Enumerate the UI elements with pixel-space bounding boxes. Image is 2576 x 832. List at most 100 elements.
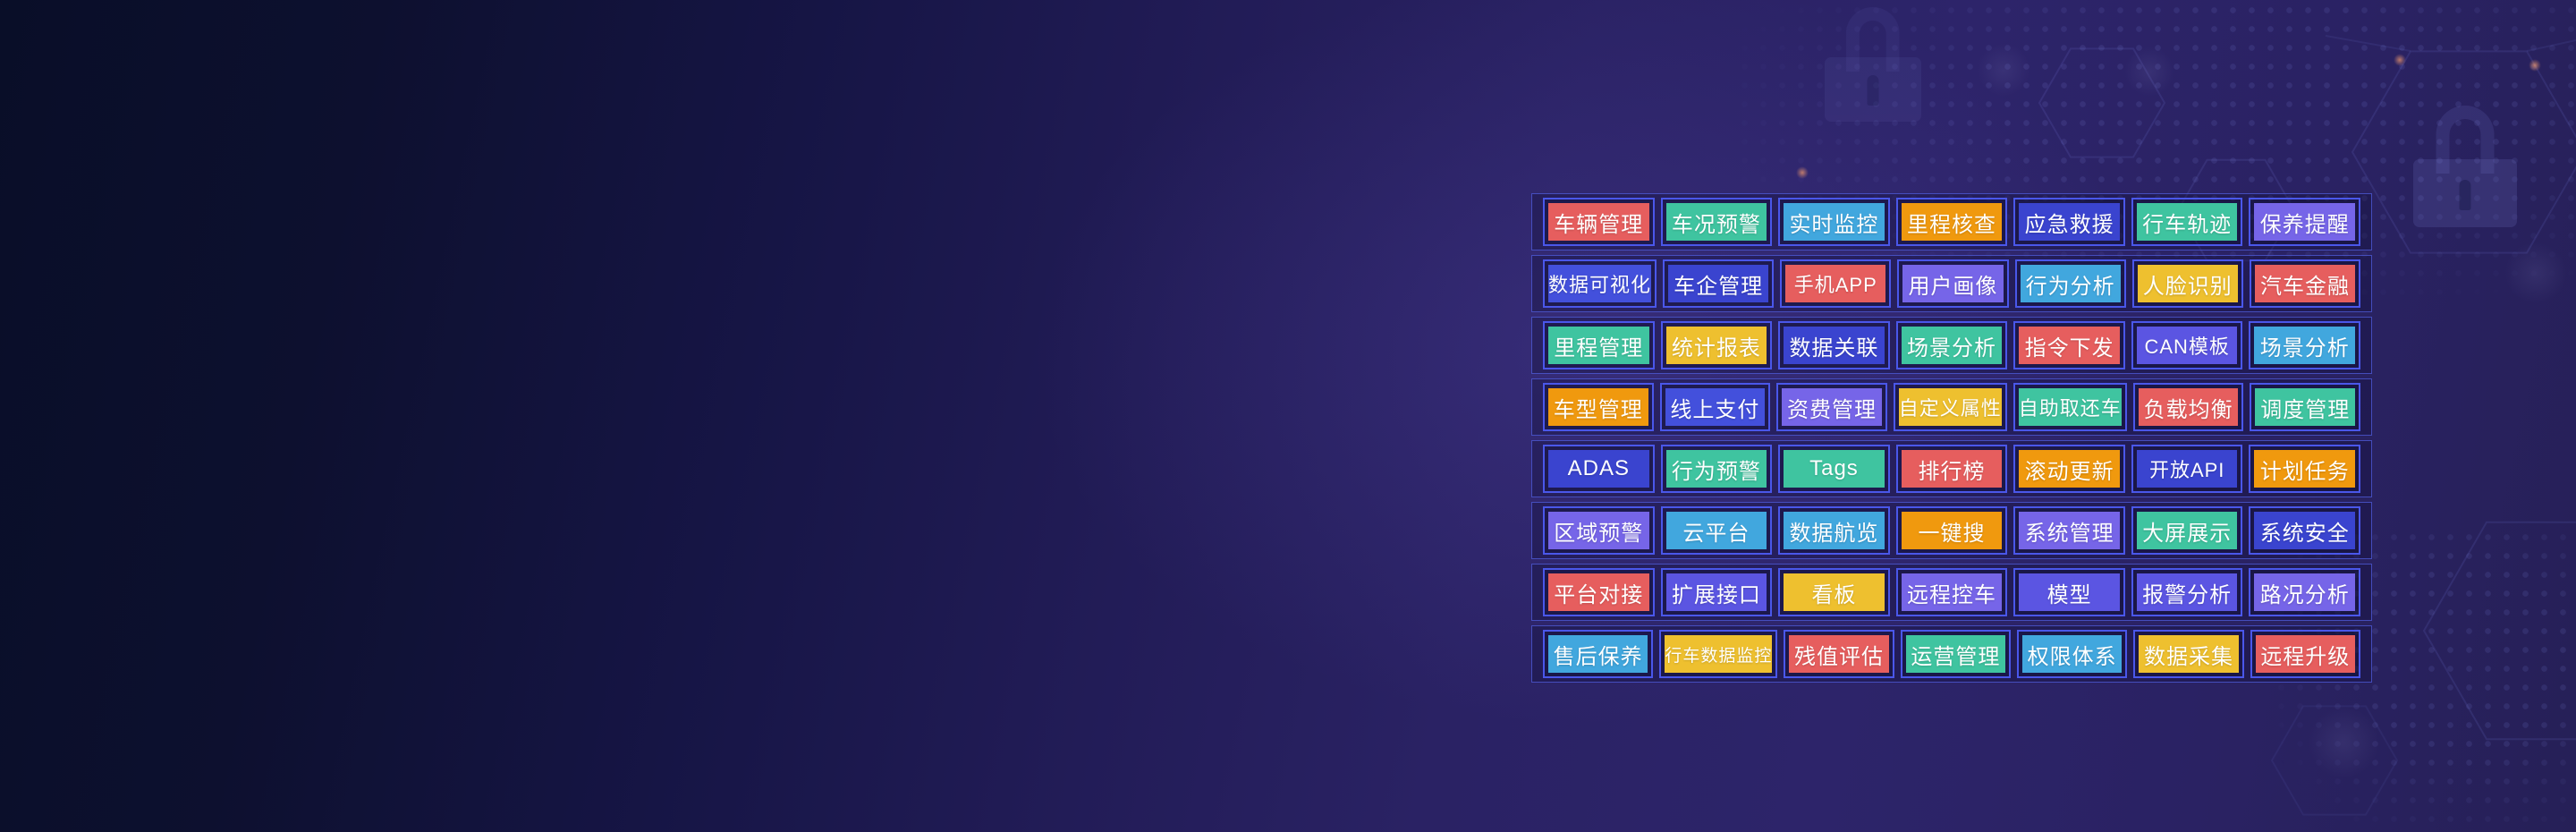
soft-blob — [2308, 707, 2379, 778]
lock-keyhole — [2459, 179, 2471, 210]
feature-tag-label: 资费管理 — [1782, 388, 1882, 426]
feature-tag[interactable]: Tags — [1778, 445, 1890, 493]
feature-tag[interactable]: 运营管理 — [1900, 630, 2011, 678]
lock-body — [2413, 158, 2517, 227]
feature-tag[interactable]: 手机APP — [1780, 259, 1892, 308]
soft-blob — [1977, 43, 2030, 97]
feature-tag[interactable]: 人脸识别 — [2131, 259, 2243, 308]
feature-tag[interactable]: 计划任务 — [2249, 445, 2361, 493]
feature-tag[interactable]: 售后保养 — [1543, 630, 1654, 678]
feature-tag-label: 系统安全 — [2254, 512, 2356, 549]
feature-tag[interactable]: 平台对接 — [1543, 568, 1655, 616]
feature-row-8: 售后保养 行车数据监控 残值评估 运营管理 权限体系 数据采集 远程升级 — [1531, 625, 2372, 683]
feature-tag-label: 数据采集 — [2139, 635, 2239, 673]
feature-tag[interactable]: 远程升级 — [2250, 630, 2360, 678]
glow-dot — [1796, 166, 1809, 179]
feature-tag-label: 大屏展示 — [2136, 512, 2238, 549]
feature-tag[interactable]: 报警分析 — [2131, 568, 2243, 616]
feature-row-7: 平台对接 扩展接口 看板 远程控车 模型 报警分析 路况分析 — [1531, 564, 2372, 621]
feature-tag[interactable]: 云平台 — [1660, 506, 1773, 555]
feature-tag[interactable]: 线上支付 — [1659, 383, 1771, 431]
feature-row-2: 数据可视化 车企管理 手机APP 用户画像 行为分析 人脸识别 汽车金融 — [1531, 255, 2372, 312]
feature-tag-label: 云平台 — [1665, 512, 1767, 549]
feature-tag-label: 自定义属性 — [1898, 388, 2002, 426]
feature-tag[interactable]: 路况分析 — [2249, 568, 2361, 616]
feature-tag[interactable]: 应急救援 — [2013, 198, 2125, 246]
feature-tag[interactable]: 数据关联 — [1778, 321, 1890, 369]
soft-blob — [2504, 242, 2567, 304]
feature-tag-label: 扩展接口 — [1665, 573, 1767, 611]
feature-tag[interactable]: 看板 — [1778, 568, 1890, 616]
feature-row-3: 里程管理 统计报表 数据关联 场景分析 指令下发 CAN模板 场景分析 — [1531, 317, 2372, 374]
glow-dot — [2394, 54, 2406, 66]
feature-tag[interactable]: 残值评估 — [1784, 630, 1894, 678]
feature-tag[interactable]: 数据采集 — [2133, 630, 2244, 678]
feature-tag-label: 用户画像 — [1902, 265, 2004, 302]
feature-tag[interactable]: 负载均衡 — [2132, 383, 2244, 431]
feature-tag-label: 数据关联 — [1784, 327, 1885, 364]
feature-tag[interactable]: 开放API — [2131, 445, 2243, 493]
feature-tag[interactable]: 保养提醒 — [2249, 198, 2361, 246]
feature-tag-label: 开放API — [2136, 450, 2238, 488]
feature-tag[interactable]: 自定义属性 — [1893, 383, 2007, 431]
feature-tag[interactable]: 车况预警 — [1660, 198, 1773, 246]
feature-tag-label: 手机APP — [1785, 265, 1886, 302]
feature-tag[interactable]: 行为预警 — [1660, 445, 1773, 493]
feature-tag-label: 滚动更新 — [2019, 450, 2120, 488]
feature-tag[interactable]: 区域预警 — [1543, 506, 1655, 555]
feature-tag[interactable]: 模型 — [2013, 568, 2125, 616]
glow-dot — [2529, 59, 2541, 72]
feature-tag[interactable]: 实时监控 — [1778, 198, 1890, 246]
lock-shackle — [1845, 7, 1901, 72]
feature-tag[interactable]: 大屏展示 — [2131, 506, 2243, 555]
feature-tag[interactable]: CAN模板 — [2131, 321, 2243, 369]
feature-tag[interactable]: 里程核查 — [1895, 198, 2008, 246]
feature-tag-label: 权限体系 — [2022, 635, 2123, 673]
feature-tag[interactable]: 自助取还车 — [2012, 383, 2127, 431]
feature-tag[interactable]: 资费管理 — [1776, 383, 1887, 431]
feature-tag-label: 远程控车 — [1901, 573, 2003, 611]
feature-tag-label: 行车数据监控 — [1665, 635, 1773, 673]
feature-tag-label: 远程升级 — [2255, 635, 2355, 673]
feature-tag[interactable]: ADAS — [1543, 445, 1655, 493]
feature-tag[interactable]: 权限体系 — [2017, 630, 2128, 678]
feature-tag[interactable]: 里程管理 — [1543, 321, 1655, 369]
feature-tag-label: ADAS — [1548, 450, 1649, 488]
feature-tag[interactable]: 场景分析 — [1895, 321, 2008, 369]
feature-tag-label: 行车轨迹 — [2136, 203, 2238, 241]
feature-tag[interactable]: 系统管理 — [2013, 506, 2125, 555]
feature-tag[interactable]: 指令下发 — [2013, 321, 2125, 369]
feature-tag[interactable]: 行车轨迹 — [2131, 198, 2243, 246]
feature-tag[interactable]: 车型管理 — [1543, 383, 1654, 431]
feature-tag[interactable]: 数据可视化 — [1543, 259, 1657, 308]
feature-tag-label: 排行榜 — [1901, 450, 2003, 488]
feature-tag-label: 行为分析 — [2020, 265, 2121, 302]
feature-row-5: ADAS 行为预警 Tags 排行榜 滚动更新 开放API 计划任务 — [1531, 440, 2372, 497]
feature-tag[interactable]: 行车数据监控 — [1659, 630, 1778, 678]
feature-tag[interactable]: 滚动更新 — [2013, 445, 2125, 493]
feature-tag[interactable]: 汽车金融 — [2249, 259, 2361, 308]
feature-tag-label: 负载均衡 — [2138, 388, 2239, 426]
feature-tag-label: 线上支付 — [1665, 388, 1766, 426]
feature-tag[interactable]: 远程控车 — [1895, 568, 2008, 616]
feature-tag[interactable]: 车辆管理 — [1543, 198, 1655, 246]
feature-tag-label: 平台对接 — [1548, 573, 1649, 611]
feature-tag-label: 运营管理 — [1905, 635, 2005, 673]
feature-tag[interactable]: 行为分析 — [2014, 259, 2126, 308]
feature-tag[interactable]: 车企管理 — [1663, 259, 1775, 308]
feature-tag[interactable]: 一键搜 — [1895, 506, 2008, 555]
feature-tag[interactable]: 排行榜 — [1895, 445, 2008, 493]
feature-tag[interactable]: 扩展接口 — [1660, 568, 1773, 616]
feature-tag[interactable]: 调度管理 — [2250, 383, 2360, 431]
feature-tag-label: 汽车金融 — [2254, 265, 2356, 302]
feature-tag[interactable]: 场景分析 — [2249, 321, 2361, 369]
feature-tag-label: 模型 — [2019, 573, 2120, 611]
feature-tag[interactable]: 用户画像 — [1897, 259, 2009, 308]
feature-tag[interactable]: 系统安全 — [2249, 506, 2361, 555]
feature-row-6: 区域预警 云平台 数据航览 一键搜 系统管理 大屏展示 系统安全 — [1531, 502, 2372, 559]
feature-tag-label: 报警分析 — [2136, 573, 2238, 611]
feature-tag-label: 系统管理 — [2019, 512, 2120, 549]
feature-tag-label: 实时监控 — [1784, 203, 1885, 241]
feature-tag[interactable]: 数据航览 — [1778, 506, 1890, 555]
feature-tag[interactable]: 统计报表 — [1660, 321, 1773, 369]
